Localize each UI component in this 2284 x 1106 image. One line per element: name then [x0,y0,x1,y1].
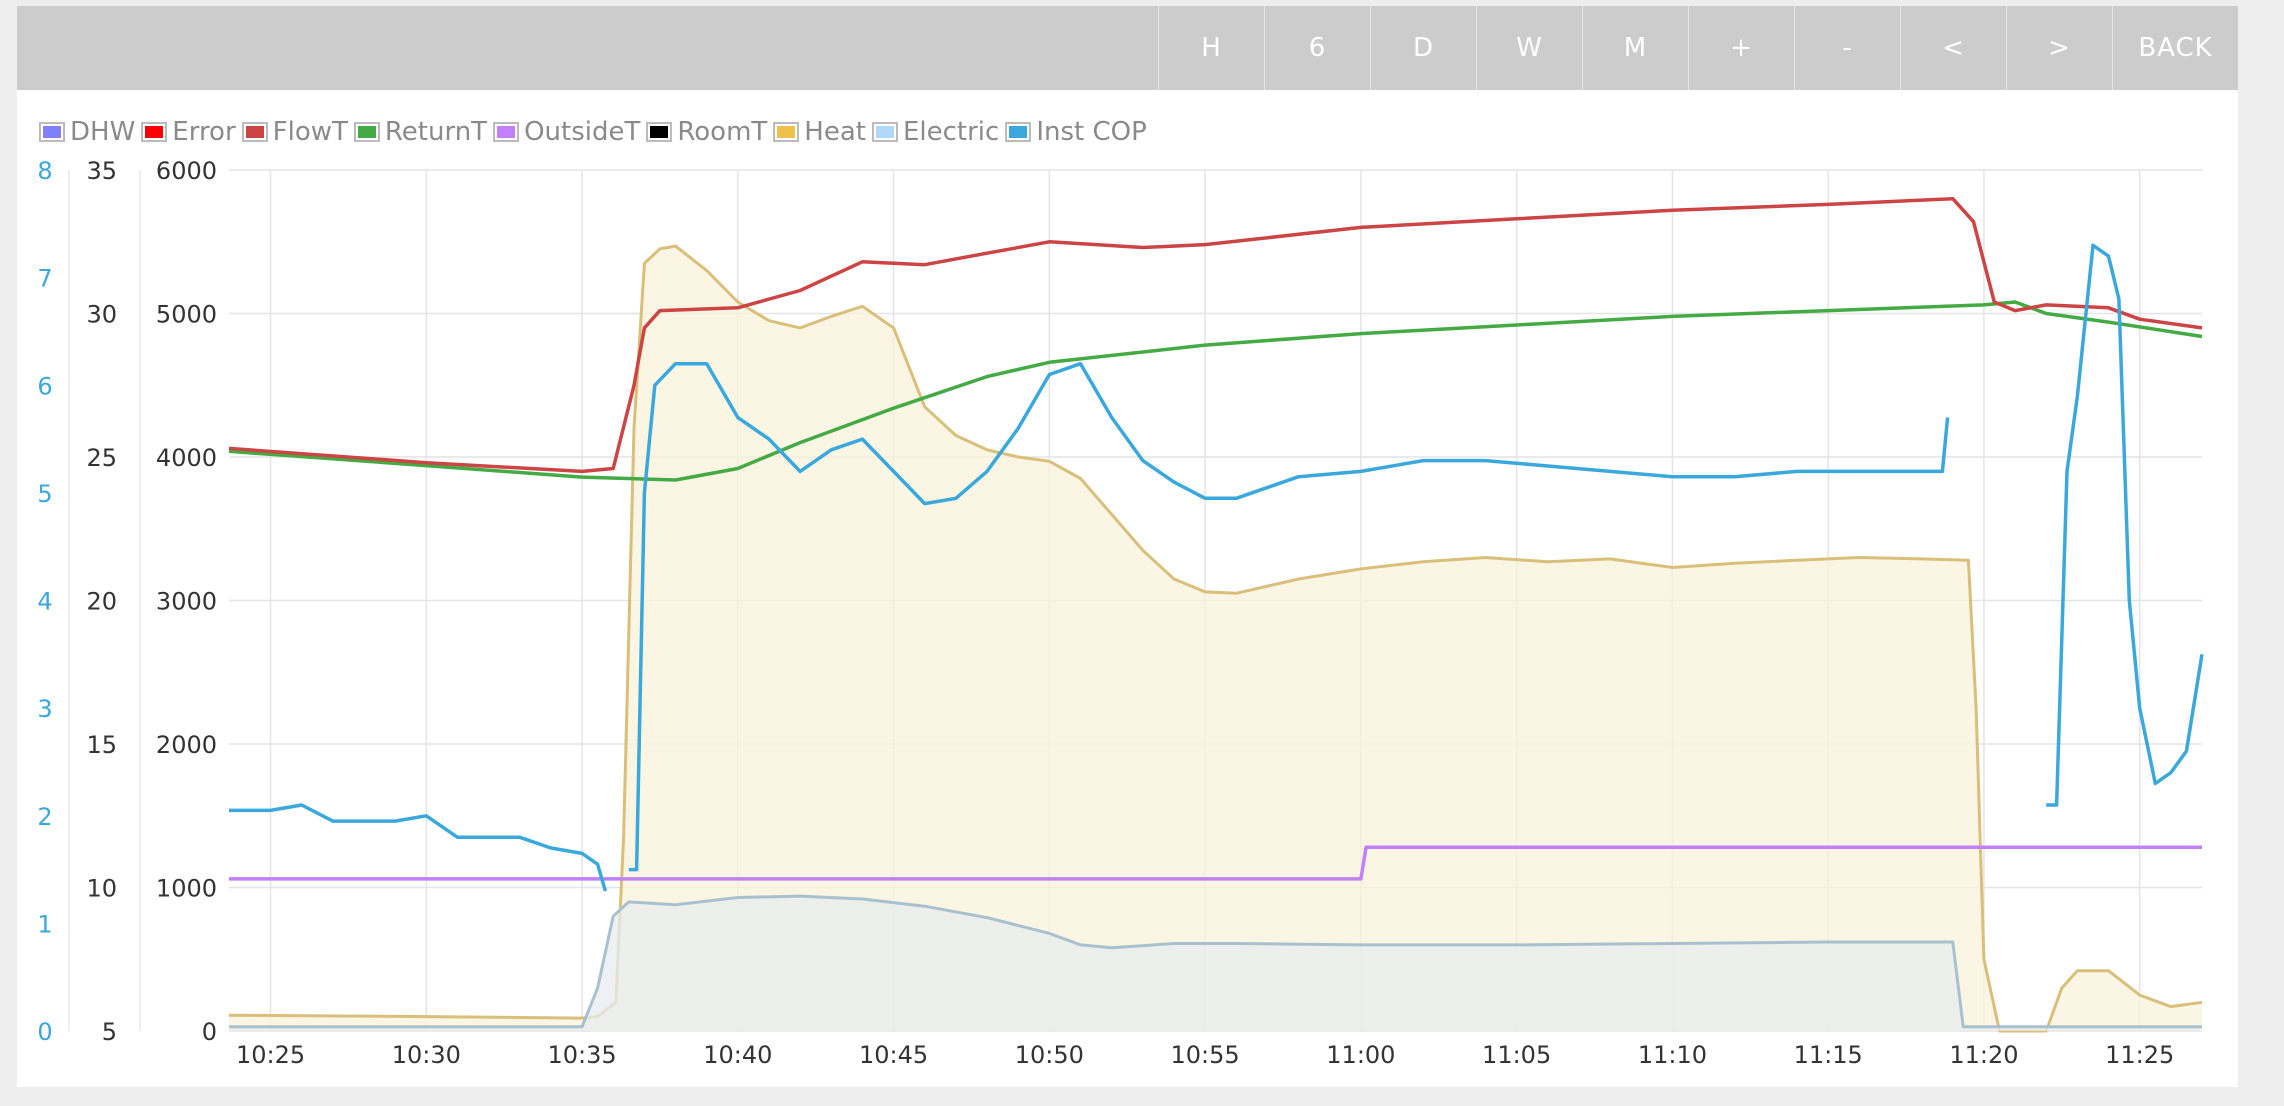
legend-label: RoomT [677,117,768,147]
chart-legend: DHW Error FlowT ReturnT OutsideT RoomT H… [39,114,1153,150]
legend-item-dhw[interactable]: DHW [39,117,135,147]
legend-swatch [1005,122,1032,142]
range-month-button[interactable]: M [1582,6,1688,90]
power-axis-tick-label: 5000 [156,301,217,329]
legend-swatch [353,122,380,142]
electric-line [229,894,2202,1029]
cop-axis-tick-label: 2 [37,803,52,831]
range-hour-button[interactable]: H [1158,6,1264,90]
electric-area [229,896,2202,1031]
legend-item-error[interactable]: Error [141,117,236,147]
x-axis-tick-label: 11:05 [1482,1041,1551,1069]
legend-swatch [773,122,800,142]
power-axis-tick-label: 3000 [156,588,217,616]
zoom-in-button[interactable]: + [1688,6,1794,90]
cop-axis-tick-label: 5 [37,480,52,508]
range-week-button[interactable]: W [1476,6,1582,90]
x-axis-tick-label: 11:00 [1326,1041,1395,1069]
inst-cop-line [628,361,1950,872]
time-series-chart[interactable]: 0 1 2 3 4 5 6 7 8 5 10 15 20 25 30 35 0 1000 2000 3000 4000 5… [17,6,2238,1087]
temp-axis-tick-label: 35 [86,157,117,185]
chart-panel: H 6 D W M + - < > BACK DHW Error FlowT R… [17,6,2238,1087]
temp-axis-tick-label: 10 [86,875,117,903]
inst-cop-line [229,803,608,892]
x-axis-tick-label: 11:20 [1949,1041,2018,1069]
x-axis-tick-label: 10:35 [547,1041,616,1069]
x-axis-tick-label: 10:30 [392,1041,461,1069]
legend-swatch [39,122,65,142]
heat-line [228,244,2203,1033]
flowt-line [228,196,2203,474]
zoom-out-button[interactable]: - [1794,6,1900,90]
legend-swatch [241,122,268,142]
inst-cop-line [2046,243,2204,807]
temp-axis-tick-label: 30 [86,301,117,329]
legend-label: OutsideT [524,117,641,147]
legend-swatch [493,122,520,142]
toolbar: H 6 D W M + - < > BACK [17,6,2238,90]
x-axis-tick-label: 10:40 [703,1041,772,1069]
cop-axis-tick-label: 8 [37,157,52,185]
x-axis-tick-label: 10:50 [1015,1041,1084,1069]
power-axis-tick-label: 2000 [156,731,217,759]
legend-item-inst-cop[interactable]: Inst COP [1005,117,1147,147]
pan-right-button[interactable]: > [2006,6,2112,90]
returnt-line [228,300,2203,482]
power-axis-tick-label: 1000 [156,875,217,903]
temp-axis-tick-label: 5 [102,1018,117,1046]
legend-item-electric[interactable]: Electric [871,117,1000,147]
cop-axis-tick-label: 3 [37,695,52,723]
legend-item-returnt[interactable]: ReturnT [353,117,488,147]
cop-axis-tick-label: 7 [37,265,52,293]
legend-label: FlowT [272,117,348,147]
cop-axis-tick-label: 0 [37,1018,52,1046]
x-axis-tick-label: 10:25 [236,1041,305,1069]
range-day-button[interactable]: D [1370,6,1476,90]
legend-label: Inst COP [1036,117,1147,147]
range-6h-button[interactable]: 6 [1264,6,1370,90]
cop-axis-tick-label: 4 [37,588,52,616]
legend-item-roomt[interactable]: RoomT [646,117,767,147]
x-axis-tick-label: 11:25 [2105,1041,2174,1069]
legend-item-flowt[interactable]: FlowT [241,117,348,147]
power-axis-tick-label: 6000 [156,157,217,185]
legend-label: Electric [902,117,1000,147]
power-axis-tick-label: 0 [202,1018,217,1046]
legend-label: DHW [70,117,136,147]
x-axis-tick-label: 11:10 [1638,1041,1707,1069]
legend-swatch [141,122,168,142]
heat-area [229,246,2202,1032]
legend-label: ReturnT [384,117,488,147]
temp-axis-tick-label: 15 [86,731,117,759]
outsidet-line [229,845,2202,881]
legend-item-outsidet[interactable]: OutsideT [493,117,640,147]
temp-axis-tick-label: 20 [86,588,117,616]
legend-label: Heat [804,117,866,147]
x-axis-tick-label: 10:45 [859,1041,928,1069]
cop-axis-tick-label: 1 [37,910,52,938]
legend-label: Error [172,117,236,147]
back-button[interactable]: BACK [2112,6,2238,90]
power-axis-tick-label: 4000 [156,444,217,472]
cop-axis-tick-label: 6 [37,372,52,400]
legend-item-heat[interactable]: Heat [773,117,866,147]
legend-swatch [646,122,673,142]
legend-swatch [871,122,898,142]
x-axis-tick-label: 10:55 [1171,1041,1240,1069]
temp-axis-tick-label: 25 [86,444,117,472]
pan-left-button[interactable]: < [1900,6,2006,90]
x-axis-tick-label: 11:15 [1794,1041,1863,1069]
